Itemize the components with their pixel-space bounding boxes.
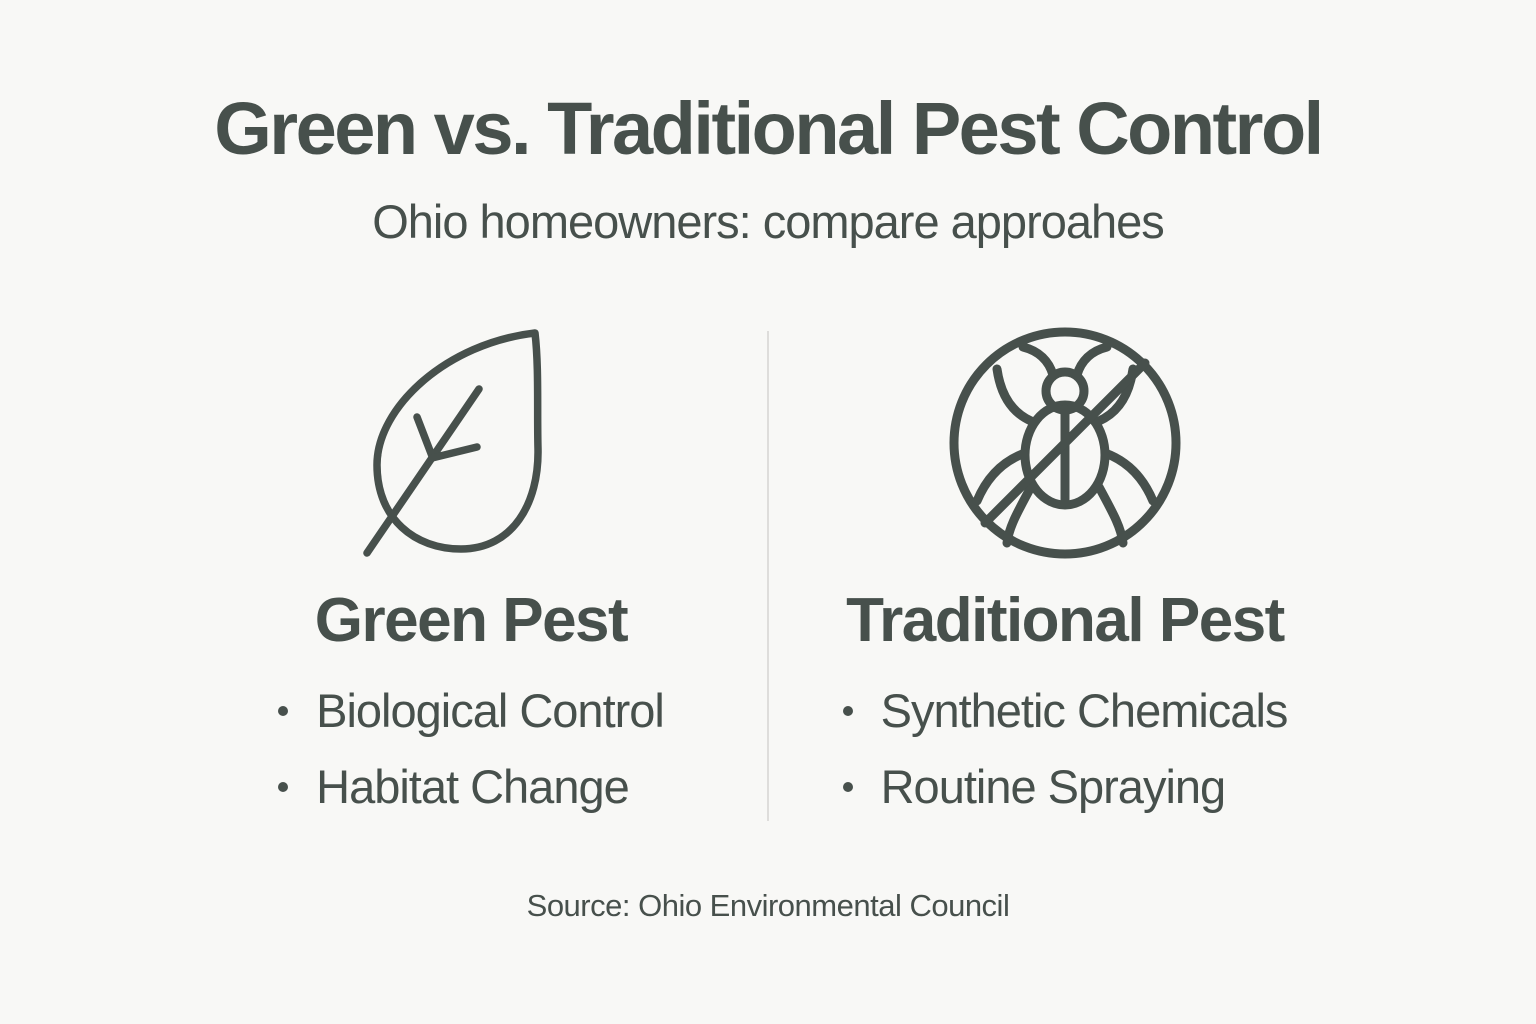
traditional-pest-heading: Traditional Pest — [846, 586, 1285, 656]
list-item: Routine Spraying — [842, 760, 1288, 814]
comparison-columns: Green Pest Biological Control Habitat Ch… — [0, 319, 1536, 822]
list-item: Habitat Change — [278, 761, 664, 813]
vertical-divider — [767, 331, 769, 822]
bullet-dot-icon — [842, 706, 853, 717]
green-pest-heading: Green Pest — [314, 586, 629, 656]
bullet-dot-icon — [278, 706, 289, 717]
bullet-text: Routine Spraying — [880, 760, 1227, 814]
bullet-text: Synthetic Chemicals — [880, 684, 1289, 738]
list-item: Biological Control — [278, 684, 665, 738]
header: Green vs. Traditional Pest Control Ohio … — [0, 0, 1536, 249]
green-pest-column: Green Pest Biological Control Habitat Ch… — [191, 319, 751, 813]
leaf-icon — [351, 319, 591, 567]
bullet-text: Biological Control — [316, 684, 665, 738]
page-subtitle: Ohio homeowners: compare approahes — [372, 195, 1165, 249]
green-pest-bullets: Biological Control Habitat Change — [278, 684, 665, 813]
page-title: Green vs. Traditional Pest Control — [214, 87, 1324, 170]
source-attribution: Source: Ohio Environmental Council — [526, 888, 1010, 923]
list-item: Synthetic Chemicals — [842, 684, 1289, 738]
traditional-pest-bullets: Synthetic Chemicals Routine Spraying — [842, 684, 1289, 814]
traditional-pest-column: Traditional Pest Synthetic Chemicals Rou… — [785, 319, 1345, 813]
bullet-dot-icon — [278, 781, 289, 792]
bullet-text: Habitat Change — [316, 760, 630, 814]
no-bug-icon — [943, 319, 1187, 567]
bullet-dot-icon — [842, 781, 853, 792]
